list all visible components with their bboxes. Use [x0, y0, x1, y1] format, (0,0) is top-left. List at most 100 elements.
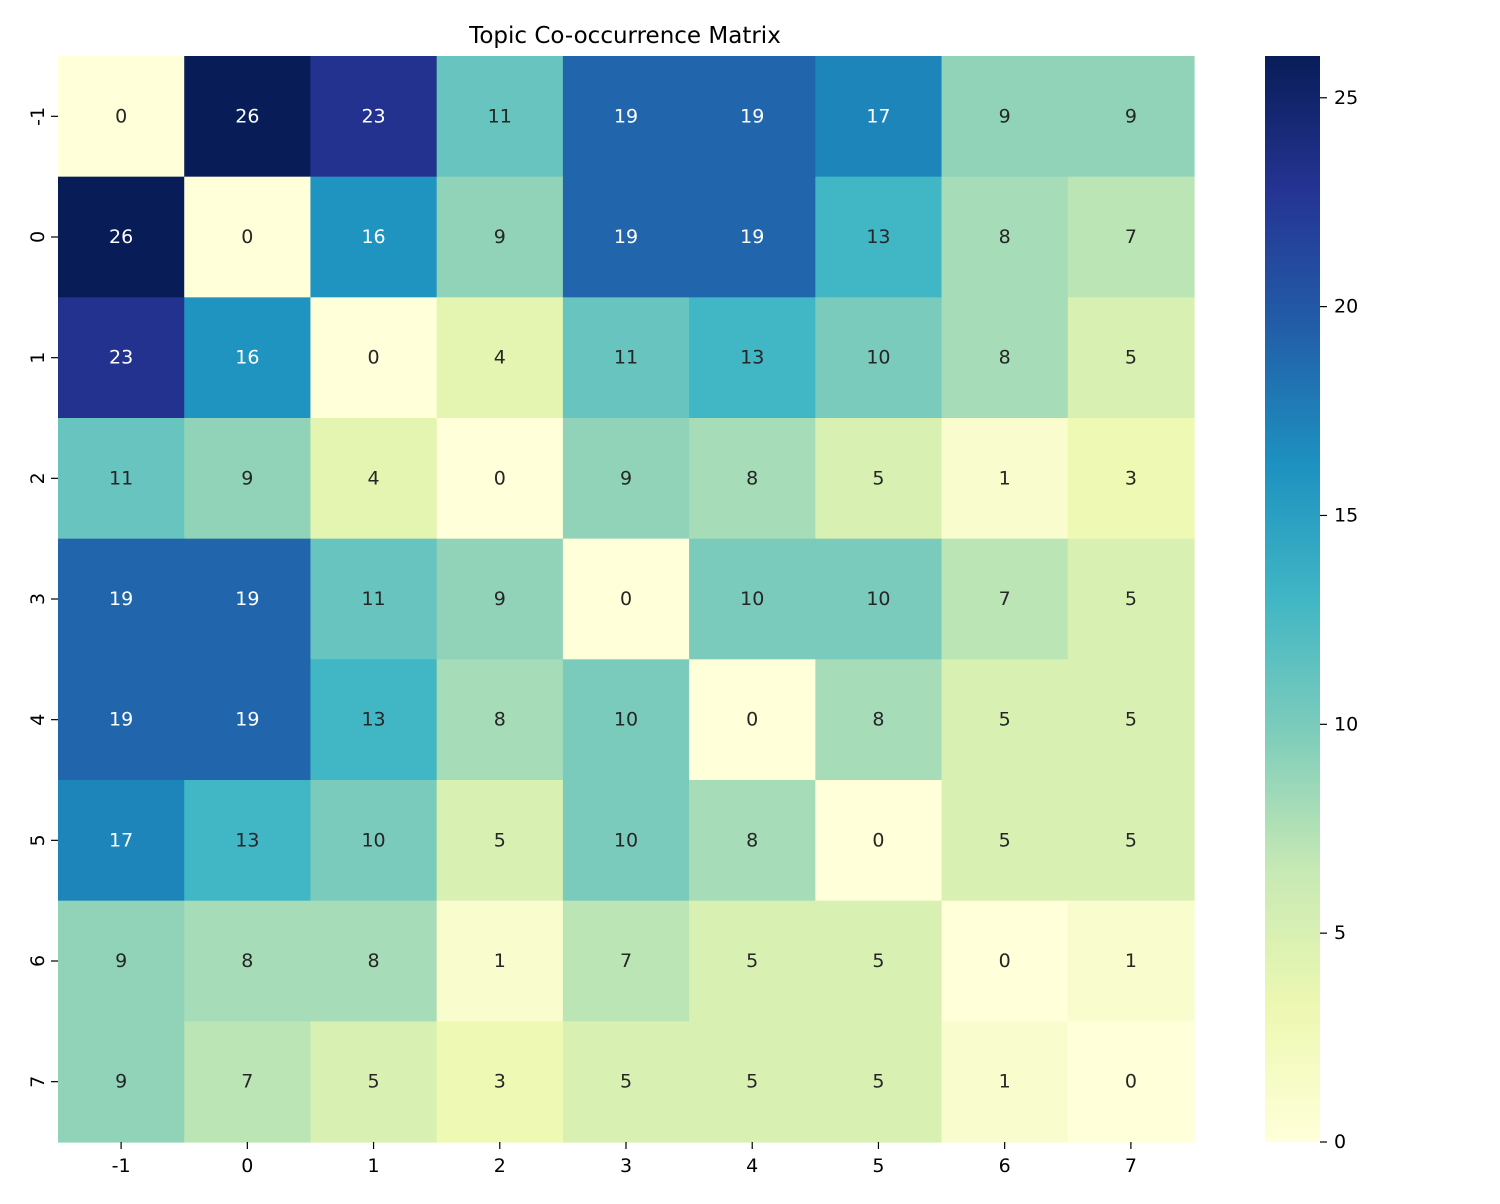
heatmap-cell	[310, 780, 438, 902]
cell-value-label: 9	[999, 105, 1011, 127]
cell-value-label: 8	[241, 950, 253, 972]
heatmap-cell	[58, 780, 185, 902]
heatmap-cell	[310, 418, 438, 540]
x-tick-label: 5	[872, 1155, 884, 1177]
heatmap-cell	[689, 900, 816, 1022]
x-tick-label: -1	[112, 1155, 131, 1177]
heatmap-cell	[1067, 900, 1195, 1022]
heatmap-cells	[58, 56, 1195, 1143]
cell-value-label: 19	[614, 105, 638, 127]
cell-value-label: 5	[872, 467, 884, 489]
y-tick-label: 7	[27, 1076, 49, 1088]
cell-value-label: 10	[866, 588, 890, 610]
cell-value-label: 4	[368, 467, 380, 489]
cell-value-label: 1	[999, 467, 1011, 489]
cell-value-label: 8	[999, 226, 1011, 248]
heatmap-cell	[436, 297, 564, 419]
cell-value-label: 19	[109, 588, 133, 610]
cell-value-label: 5	[1125, 588, 1137, 610]
heatmap-cell	[184, 538, 312, 660]
heatmap-cell	[310, 56, 438, 178]
heatmap-cell	[689, 297, 816, 419]
cell-value-label: 5	[1125, 347, 1137, 369]
x-axis-ticks: -1 0 1 2 3 4 5 6 7	[112, 1142, 1137, 1177]
cell-value-label: 0	[494, 467, 506, 489]
cell-value-label: 5	[620, 1071, 632, 1093]
x-tick-label: 1	[368, 1155, 380, 1177]
heatmap-cell	[562, 538, 690, 660]
heatmap-cell	[562, 900, 690, 1022]
cell-value-label: 9	[494, 226, 506, 248]
heatmap-cell	[562, 56, 690, 178]
heatmap-cell	[1067, 780, 1195, 902]
cell-value-label: 8	[494, 709, 506, 731]
cell-value-label: 19	[740, 226, 764, 248]
colorbar-tick-label: 15	[1334, 504, 1358, 526]
heatmap-cell	[941, 176, 1069, 298]
x-tick-label: 3	[620, 1155, 632, 1177]
cell-value-label: 13	[866, 226, 890, 248]
heatmap-cell	[184, 418, 312, 540]
cell-value-label: 0	[115, 105, 127, 127]
y-axis-ticks: -1 0 1 2 3 4 5 6 7	[27, 107, 58, 1088]
heatmap-cell	[815, 418, 943, 540]
cell-value-label: 0	[999, 950, 1011, 972]
cell-value-label: 5	[999, 829, 1011, 851]
cell-value-label: 19	[614, 226, 638, 248]
cell-value-label: 19	[235, 588, 259, 610]
cell-value-label: 1	[1125, 950, 1137, 972]
heatmap-cell	[815, 176, 943, 298]
cell-value-label: 11	[614, 347, 638, 369]
cell-value-label: 8	[999, 347, 1011, 369]
y-tick-label: -1	[27, 107, 49, 126]
heatmap-cell	[184, 1021, 312, 1143]
heatmap-cell	[184, 56, 312, 178]
x-tick-label: 7	[1125, 1155, 1137, 1177]
cell-value-label: 16	[361, 226, 385, 248]
cell-value-label: 19	[740, 105, 764, 127]
cell-value-label: 0	[1125, 1071, 1137, 1093]
colorbar-gradient	[1265, 56, 1320, 1142]
cell-value-label: 5	[872, 1071, 884, 1093]
y-tick-label: 0	[27, 231, 49, 243]
heatmap-cell	[436, 418, 564, 540]
heatmap-cell	[310, 659, 438, 781]
cell-value-label: 23	[109, 347, 133, 369]
heatmap-cell	[689, 538, 816, 660]
heatmap-cell	[941, 538, 1069, 660]
cell-value-label: 11	[488, 105, 512, 127]
heatmap-cell	[562, 780, 690, 902]
heatmap-cell	[562, 297, 690, 419]
cell-value-label: 5	[746, 1071, 758, 1093]
heatmap-cell	[689, 780, 816, 902]
heatmap-cell	[58, 56, 185, 178]
heatmap-cell	[1067, 418, 1195, 540]
cell-value-label: 9	[494, 588, 506, 610]
heatmap-cell	[310, 538, 438, 660]
heatmap-cell	[689, 176, 816, 298]
colorbar-ticks: 0 5 10 15 20 25	[1320, 87, 1358, 1153]
heatmap-cell	[689, 56, 816, 178]
y-tick-label: 4	[27, 714, 49, 726]
heatmap-cell	[941, 297, 1069, 419]
cell-value-label: 11	[109, 467, 133, 489]
cell-value-label: 16	[235, 347, 259, 369]
heatmap-cell	[310, 900, 438, 1022]
colorbar-tick-label: 20	[1334, 296, 1358, 318]
heatmap-cell	[689, 1021, 816, 1143]
heatmap-cell	[562, 1021, 690, 1143]
heatmap-cell	[1067, 56, 1195, 178]
heatmap-cell	[58, 297, 185, 419]
y-tick-label: 1	[27, 352, 49, 364]
cell-value-label: 10	[866, 347, 890, 369]
heatmap-cell	[436, 538, 564, 660]
cell-value-label: 5	[872, 950, 884, 972]
cell-value-label: 10	[614, 829, 638, 851]
cell-value-label: 0	[620, 588, 632, 610]
cell-value-label: 5	[1125, 709, 1137, 731]
heatmap-cell	[310, 1021, 438, 1143]
heatmap-cell	[941, 418, 1069, 540]
cell-value-label: 17	[109, 829, 133, 851]
heatmap-cell	[562, 418, 690, 540]
heatmap-cell	[815, 780, 943, 902]
